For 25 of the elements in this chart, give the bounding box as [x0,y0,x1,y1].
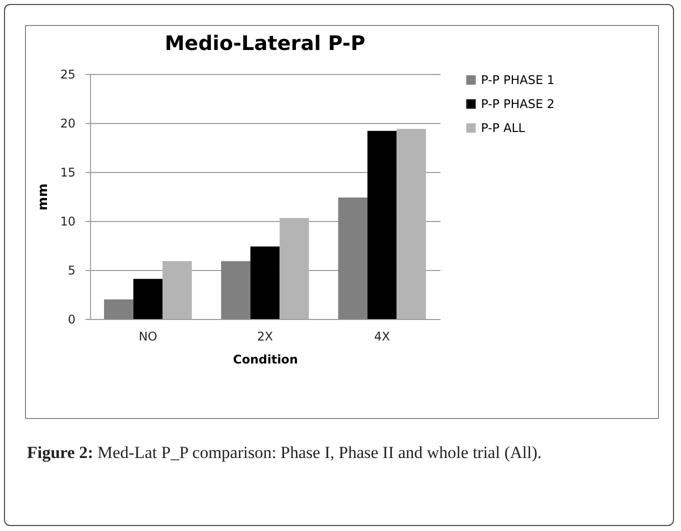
caption: Figure 2: Med-Lat P_P comparison: Phase I, Phase II and whole trial (All). [27,442,543,464]
x-tick-label: 2X [257,330,273,344]
bar [280,218,309,319]
y-tick-label: 0 [68,312,76,326]
y-tick-label: 10 [60,214,76,228]
bar [396,128,426,319]
legend-label: P-P ALL [481,121,526,135]
bar [221,261,250,319]
bar [367,130,397,319]
y-tick-label: 15 [60,166,76,180]
bar [338,197,368,319]
legend-label: P-P PHASE 2 [481,97,554,111]
y-tick-label: 25 [60,68,76,82]
y-tick-label: 5 [68,264,76,278]
bar [162,261,192,319]
chart-title: Medio-Lateral P-P [164,31,366,55]
bar [104,299,134,319]
x-tick-label: 4X [374,330,390,344]
x-axis-title: Condition [233,352,298,366]
y-axis-title: mm [36,183,52,211]
bar [133,278,163,319]
bar [250,246,280,319]
x-tick-label: NO [138,330,158,344]
legend-label: P-P PHASE 1 [481,73,554,87]
y-tick-label: 20 [60,116,76,130]
